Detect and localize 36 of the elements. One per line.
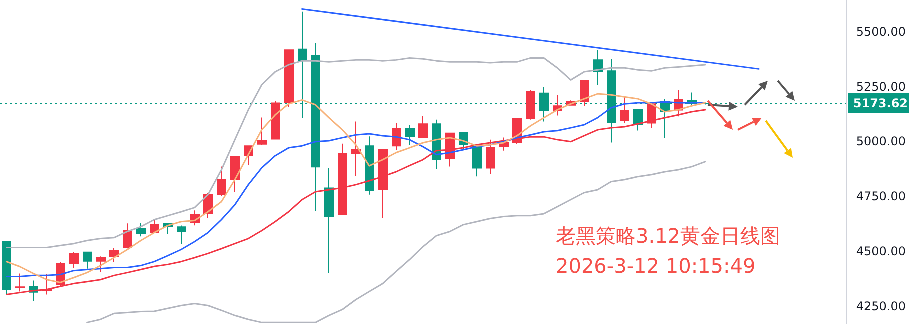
candlestick <box>324 168 334 274</box>
y-tick-label: 5250.00 <box>856 80 906 94</box>
ref-line-label: 5173.62 <box>853 96 908 111</box>
candlestick <box>405 124 415 146</box>
candlestick <box>526 90 535 120</box>
candlestick <box>230 155 240 193</box>
candlestick <box>123 223 132 250</box>
annotation: 老黑策略3.12黄金日线图 <box>556 224 781 248</box>
y-tick-label: 4750.00 <box>856 190 906 204</box>
candlestick <box>136 222 146 238</box>
candlestick <box>257 117 267 146</box>
candlestick <box>109 248 119 263</box>
candlestick <box>338 143 347 216</box>
candlestick <box>69 252 79 269</box>
candlestick <box>392 122 401 151</box>
candlestick <box>633 110 643 132</box>
y-tick-label: 5000.00 <box>856 134 906 149</box>
candlestick <box>83 252 92 270</box>
candlestick <box>418 115 428 138</box>
candlestick <box>620 96 629 124</box>
y-tick-label: 4500.00 <box>856 244 906 259</box>
candlestick <box>365 136 374 196</box>
candlestick <box>96 256 106 273</box>
candlestick <box>486 139 495 175</box>
candlestick <box>2 241 11 296</box>
candlestick <box>271 100 280 140</box>
candlestick <box>217 166 226 196</box>
y-tick-label: 5500.00 <box>856 24 906 39</box>
y-tick-label: 4250.00 <box>856 299 906 314</box>
annotation: 2026-3-12 10:15:49 <box>556 254 756 278</box>
candlestick <box>177 225 186 245</box>
candlestick <box>351 121 361 176</box>
candlestick <box>378 150 388 219</box>
candlestick <box>580 80 589 107</box>
candlestick <box>15 273 25 292</box>
candlestick <box>284 50 294 108</box>
